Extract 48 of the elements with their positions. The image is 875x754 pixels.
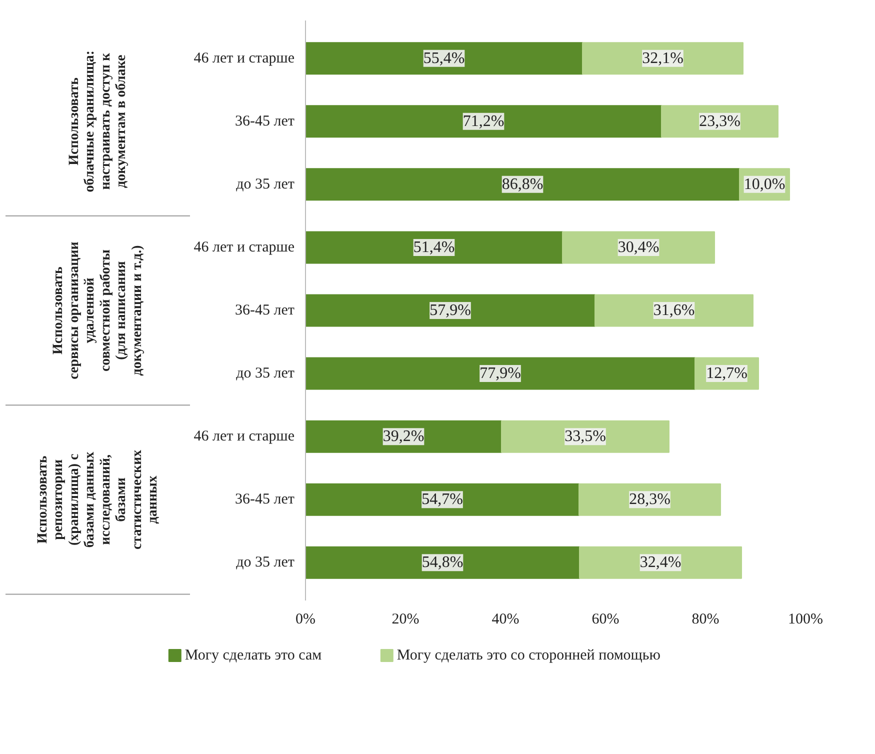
x-tick-label: 0%: [296, 612, 316, 628]
y-tick-label: 36-45 лет: [235, 492, 295, 508]
data-label: 32,1%: [642, 50, 684, 67]
bar: [306, 105, 662, 138]
y-tick-label: 46 лет и старше: [194, 50, 295, 66]
data-label: 12,7%: [706, 365, 748, 382]
bar: [306, 168, 740, 201]
text: Использовать сервисы организации удаленной совместной работы (для написания документации и т.д.): [51, 242, 145, 380]
x-tick-label: 20%: [392, 612, 420, 628]
legend-label: Могу сделать это сам: [184, 648, 322, 664]
data-label: 10,0%: [744, 176, 786, 193]
data-label: 23,3%: [699, 112, 740, 130]
x-tick-label: 40%: [492, 612, 520, 628]
text: Использовать репозитории (хранилища) с базами данных исследований, базами статистических данных: [35, 450, 161, 550]
bar: [306, 294, 596, 327]
data-label: 32,4%: [640, 554, 682, 572]
y-tick-label: 36-45 лет: [235, 113, 295, 130]
data-label: 57,9%: [430, 302, 471, 319]
y-tick-label: до 35 лет: [236, 366, 295, 382]
x-tick-label: 80%: [692, 612, 720, 628]
bar: [306, 231, 563, 264]
data-label: 39,2%: [382, 428, 424, 446]
data-label: 51,4%: [413, 238, 455, 256]
bar: [501, 420, 670, 453]
y-tick-label: 36-45 лет: [235, 302, 295, 318]
bar: [306, 42, 583, 75]
bar: [306, 420, 502, 453]
y-tick-label: 46 лет и старше: [194, 428, 295, 445]
y-tick-label: до 35 лет: [236, 554, 295, 571]
data-label: 54,7%: [422, 491, 463, 508]
bar: [306, 483, 580, 516]
x-tick-label: 100%: [788, 612, 823, 628]
data-label: 28,3%: [629, 491, 670, 508]
data-label: 86,8%: [502, 176, 544, 193]
data-label: 77,9%: [480, 365, 521, 382]
data-label: 55,4%: [423, 50, 465, 67]
data-label: 54,8%: [422, 554, 464, 572]
data-label: 31,6%: [653, 302, 695, 319]
x-tick-label: 60%: [592, 612, 620, 628]
y-tick-label: 46 лет и старше: [194, 239, 295, 256]
bar: [306, 357, 696, 390]
data-label: 71,2%: [462, 112, 504, 130]
y-tick-label: до 35 лет: [236, 176, 295, 192]
data-label: 33,5%: [564, 428, 606, 446]
text: Использовать облачные хранилища: настраивать доступ к документам в облаке: [66, 50, 130, 192]
bar: [306, 546, 580, 579]
legend-label: Могу сделать это со сторонней помощью: [396, 648, 660, 664]
data-label: 30,4%: [618, 238, 660, 256]
